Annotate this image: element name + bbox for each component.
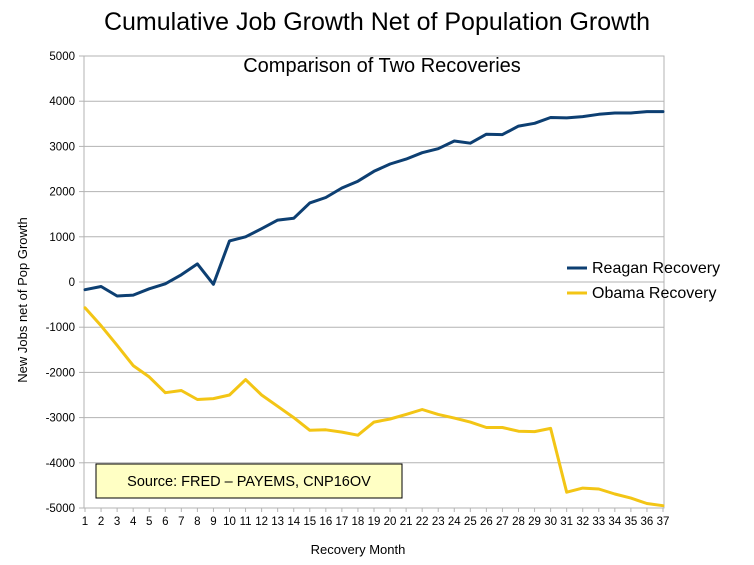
x-tick-label: 23	[432, 516, 445, 528]
y-tick-label: 4000	[49, 96, 75, 108]
x-tick-label: 18	[352, 516, 365, 528]
plot-area: -5000 -4000 -3000 -2000 -1000 0 1000 2000 3000 40…	[46, 51, 670, 528]
chart-title: Cumulative Job Growth Net of Population …	[104, 8, 650, 36]
y-tick-label: 5000	[49, 51, 75, 63]
series-line-reagan	[83, 110, 665, 298]
x-tick-label: 37	[657, 516, 670, 528]
source-box	[95, 463, 403, 499]
x-tick-label: 29	[528, 516, 541, 528]
x-tick-label: 14	[287, 516, 300, 528]
x-axis-label: Recovery Month	[311, 542, 406, 557]
y-tick-label: -5000	[46, 503, 75, 515]
x-tick-label: 20	[384, 516, 397, 528]
y-tick-label: -4000	[46, 458, 75, 470]
x-tick-label: 22	[416, 516, 429, 528]
y-axis-label: New Jobs net of Pop Growth	[15, 217, 30, 382]
series-lines	[83, 110, 665, 508]
x-tick-label: 16	[319, 516, 332, 528]
y-tick-label: -1000	[46, 322, 75, 334]
x-tick-label: 8	[194, 516, 200, 528]
x-tick-label: 27	[496, 516, 509, 528]
legend-label: Obama Recovery	[592, 285, 717, 302]
x-tick-label: 2	[98, 516, 104, 528]
x-tick-label: 26	[480, 516, 493, 528]
series-line-obama	[83, 306, 665, 508]
x-tick-label: 7	[178, 516, 184, 528]
source-text: Source: FRED – PAYEMS, CNP16OV	[127, 474, 371, 490]
legend-label: Reagan Recovery	[592, 260, 720, 277]
x-tick-label: 35	[624, 516, 637, 528]
x-tick-label: 28	[512, 516, 525, 528]
legend: Reagan Recovery Obama Recovery	[567, 260, 720, 302]
grid-lines	[84, 100, 664, 464]
y-tick-label: -3000	[46, 413, 75, 425]
y-tick-label: 2000	[49, 187, 75, 199]
x-tick-label: 31	[560, 516, 573, 528]
x-tick-label: 11	[240, 516, 252, 528]
x-tick-label: 33	[592, 516, 605, 528]
x-tick-label: 5	[146, 516, 152, 528]
y-axis-ticks: -5000 -4000 -3000 -2000 -1000 0 1000 2000 3000 40…	[46, 51, 84, 515]
x-tick-label: 10	[223, 516, 236, 528]
x-tick-label: 12	[255, 516, 268, 528]
x-tick-label: 19	[368, 516, 381, 528]
x-tick-label: 4	[130, 516, 137, 528]
y-tick-label: -2000	[46, 367, 75, 379]
source-annotation: Source: FRED – PAYEMS, CNP16OV	[95, 463, 403, 499]
x-tick-label: 13	[271, 516, 284, 528]
x-tick-label: 24	[448, 516, 461, 528]
x-tick-label: 17	[335, 516, 348, 528]
x-tick-label: 25	[464, 516, 477, 528]
x-tick-label: 34	[608, 516, 621, 528]
y-tick-label: 1000	[49, 232, 75, 244]
chart-subtitle: Comparison of Two Recoveries	[243, 55, 521, 77]
x-tick-label: 6	[162, 516, 168, 528]
y-tick-label: 0	[69, 277, 75, 289]
x-axis-ticks: 1 2 3 4 5 6 7 8 9 10 11 12 13 14 15 16 17 18 19 20 21 22 23 24 2…	[82, 508, 670, 528]
y-tick-label: 3000	[49, 141, 75, 153]
x-tick-label: 9	[210, 516, 216, 528]
x-tick-label: 15	[303, 516, 316, 528]
x-tick-label: 32	[576, 516, 589, 528]
x-tick-label: 3	[114, 516, 120, 528]
x-tick-label: 1	[82, 516, 88, 528]
x-tick-label: 36	[641, 516, 654, 528]
x-tick-label: 30	[544, 516, 557, 528]
x-tick-label: 21	[400, 516, 413, 528]
